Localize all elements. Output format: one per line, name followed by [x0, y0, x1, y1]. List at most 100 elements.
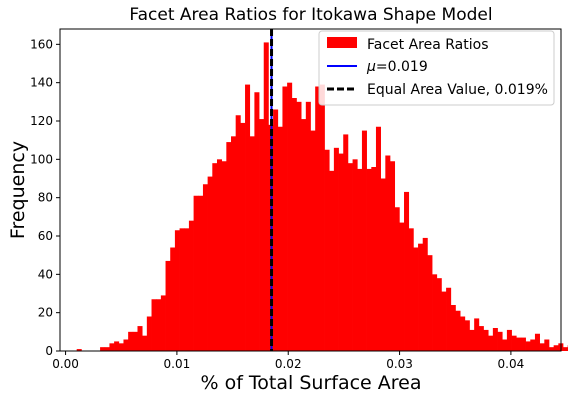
histogram-bar: [418, 243, 424, 351]
legend-frame: [318, 30, 555, 106]
histogram-bar: [548, 347, 555, 351]
y-tick-label: 120: [30, 114, 53, 128]
histogram-bar: [394, 207, 400, 351]
histogram-bar: [151, 299, 157, 351]
histogram-bar: [361, 130, 367, 351]
histogram-bar: [188, 220, 194, 351]
legend-label-mean: μ=0.019: [366, 59, 428, 75]
x-tick-label: 0.00: [52, 357, 79, 371]
histogram-bar: [525, 341, 531, 351]
histogram-bar: [488, 335, 494, 351]
histogram-bar: [100, 347, 106, 351]
histogram-bar: [455, 310, 461, 351]
y-tick-label: 100: [30, 152, 53, 166]
chart-title: Facet Area Ratios for Itokawa Shape Mode…: [129, 5, 492, 25]
y-tick-label: 20: [38, 306, 53, 320]
histogram-bar: [511, 335, 517, 351]
histogram-bar: [404, 191, 410, 351]
histogram-bar: [174, 230, 180, 351]
histogram-bar: [408, 228, 414, 351]
histogram-bar: [263, 42, 269, 352]
histogram-bar: [254, 92, 260, 351]
x-tick-label: 0.01: [164, 357, 191, 371]
histogram-bar: [315, 86, 321, 351]
histogram-bar: [357, 168, 363, 351]
histogram-bar: [563, 347, 568, 351]
histogram-bar: [389, 161, 396, 351]
histogram-bar: [128, 331, 134, 351]
histogram-bar: [104, 347, 110, 351]
histogram-bar: [216, 159, 223, 351]
histogram-bar: [380, 178, 386, 351]
histogram-bar: [441, 291, 447, 351]
histogram-bar: [371, 167, 377, 351]
histogram-bar: [156, 299, 162, 351]
legend-swatch-histogram: [327, 37, 357, 48]
histogram-bar: [114, 341, 120, 351]
histogram-bar: [245, 84, 251, 351]
histogram-bar: [366, 168, 372, 351]
histogram-bar: [221, 161, 227, 351]
histogram-bar: [160, 295, 166, 351]
histogram-bar: [492, 328, 498, 351]
histogram-bar: [301, 119, 307, 351]
histogram-bar: [333, 147, 339, 351]
histogram-bar: [343, 134, 349, 351]
histogram-bar: [287, 82, 293, 352]
histogram-bar: [273, 109, 279, 351]
y-tick-label: 140: [30, 76, 53, 90]
histogram-bar: [142, 335, 148, 351]
histogram-bar: [338, 153, 344, 351]
histogram-bar: [544, 339, 550, 351]
histogram-bar: [179, 228, 185, 351]
histogram-bar: [516, 337, 522, 351]
histogram-bar: [422, 237, 428, 351]
histogram-bar: [235, 115, 241, 351]
x-axis-label: % of Total Surface Area: [200, 372, 421, 394]
y-tick-label: 60: [38, 229, 53, 243]
histogram-bar: [474, 318, 480, 351]
histogram-bar: [539, 343, 545, 351]
legend-label-histogram: Facet Area Ratios: [367, 37, 489, 53]
histogram-bar: [305, 101, 311, 351]
histogram-bar: [282, 86, 288, 351]
histogram-bar: [165, 260, 171, 351]
histogram-bar: [530, 339, 536, 351]
histogram-bar: [118, 343, 124, 351]
histogram-bar: [553, 345, 559, 351]
histogram-bar: [212, 163, 218, 351]
histogram-bar: [226, 142, 232, 351]
histogram-bar: [76, 349, 82, 351]
histogram-bar: [249, 136, 255, 351]
histogram-bar: [502, 339, 508, 351]
histogram-bar: [184, 228, 190, 351]
x-axis-ticks: 0.00 0.01 0.02 0.03 0.04: [52, 351, 524, 371]
histogram-bar: [231, 136, 237, 351]
histogram-bar: [109, 343, 115, 351]
histogram-bar: [296, 101, 302, 351]
histogram-bar: [324, 149, 330, 351]
histogram-bar: [319, 84, 325, 351]
histogram-bar: [534, 333, 540, 351]
histogram-bar: [436, 278, 442, 351]
histogram-bar: [460, 316, 466, 351]
histogram-bar: [132, 331, 138, 351]
histogram-bar: [375, 126, 381, 351]
x-tick-label: 0.04: [498, 357, 525, 371]
y-tick-label: 0: [45, 344, 53, 358]
histogram-bar: [450, 305, 456, 351]
histogram-bar: [207, 176, 213, 351]
histogram-bar: [399, 222, 405, 351]
histogram-bar: [432, 274, 438, 351]
histogram-bar: [198, 195, 204, 351]
x-tick-label: 0.02: [275, 357, 302, 371]
histogram-bar: [520, 337, 526, 351]
histogram-bar: [385, 155, 391, 351]
histogram-bar: [446, 287, 452, 351]
histogram-bar: [413, 247, 419, 351]
histogram-bar: [352, 159, 358, 351]
legend: Facet Area Ratios μ=0.019 Equal Area Val…: [318, 30, 555, 106]
histogram-bar: [123, 339, 129, 351]
